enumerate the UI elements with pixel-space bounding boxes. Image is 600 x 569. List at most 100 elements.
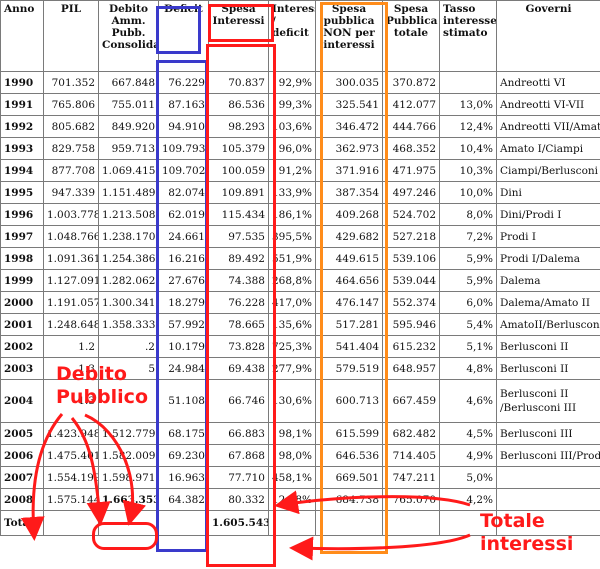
cell-interessi: 76.228 (208, 291, 269, 314)
cell-debito: 1.512.779 (98, 422, 159, 445)
cell-pil: 701.352 (43, 71, 99, 94)
cell-rapporto: 91,2% (268, 159, 316, 182)
cell-anno: 2006 (0, 444, 44, 467)
cell-debito: 1.254.386 (98, 247, 159, 270)
table-row: 1996 1.003.778 1.213.508 62.019 115.434 186,1… (0, 203, 600, 226)
table-row: 1999 1.127.091 1.282.062 27.676 74.388 268,8%… (0, 269, 600, 292)
cell-pil: 765.806 (43, 93, 99, 116)
cell-tasso: 13,0% (439, 93, 497, 116)
cell-pil: 1.048.766 (43, 225, 99, 248)
cell-governi: Berlusconi II (496, 357, 600, 380)
table-row: 2007 1.554.199 1.598.971 16.963 77.710 458,1%… (0, 466, 600, 489)
cell-pil: 1.2 (43, 335, 99, 358)
cell-anno: 1990 (0, 71, 44, 94)
cell-rapporto: 99,3% (268, 93, 316, 116)
table-row: 1990 701.352 667.848 76.229 70.837 92,9% 300.0… (0, 71, 600, 94)
cell-debito: 849.920 (98, 115, 159, 138)
cell-spesa-non-interessi: 346.472 (315, 115, 383, 138)
cell-interessi: 67.868 (208, 444, 269, 467)
cell-tasso (439, 71, 497, 94)
cell-spesa-totale: 595.946 (382, 313, 440, 336)
cell-debito: 959.713 (98, 137, 159, 160)
cell-tasso: 8,0% (439, 203, 497, 226)
table-row: 2000 1.191.057 1.300.341 18.279 76.228 417,0%… (0, 291, 600, 314)
cell-interessi: 74.388 (208, 269, 269, 292)
cell-rapporto: 98,1% (268, 422, 316, 445)
cell-tasso: 10,4% (439, 137, 497, 160)
cell-governi: Prodi I/Dalema (496, 247, 600, 270)
cell-anno: 1995 (0, 181, 44, 204)
cell-tasso: 12,4% (439, 115, 497, 138)
cell-tasso: 4,2% (439, 488, 497, 511)
cell-anno: 2000 (0, 291, 44, 314)
cell-debito: 1.069.415 (98, 159, 159, 182)
cell-interessi: 66.883 (208, 422, 269, 445)
cell-spesa-totale: 765.070 (382, 488, 440, 511)
cell-pil: 1.003.778 (43, 203, 99, 226)
cell-deficit: 57.992 (158, 313, 209, 336)
table-row: 1995 947.339 1.151.489 82.074 109.891 133,9% 3… (0, 181, 600, 204)
table-row: 1991 765.806 755.011 87.163 86.536 99,3% 325.5… (0, 93, 600, 116)
cell-debito: 1.151.489 (98, 181, 159, 204)
cell-tasso: 4,8% (439, 357, 497, 380)
cell-anno: 1998 (0, 247, 44, 270)
cell-governi: Berlusconi III/Prodi II (496, 444, 600, 467)
cell-governi: Prodi I (496, 225, 600, 248)
header-spesa-non-interessi: Spesa pubblica NON per interessi (315, 0, 383, 72)
table-row: 1998 1.091.361 1.254.386 16.216 89.492 551,9%… (0, 247, 600, 270)
cell-anno: 1994 (0, 159, 44, 182)
header-spesa-totale: Spesa Pubblica totale (382, 0, 440, 72)
cell-interessi: 109.891 (208, 181, 269, 204)
public-finance-table: Anno PIL Debito Amm. Pubb. Consolidato D… (0, 0, 600, 536)
cell-pil: 1.575.144 (43, 488, 99, 511)
cell-spesa-non-interessi: 362.973 (315, 137, 383, 160)
header-anno: Anno (0, 0, 44, 72)
cell-interessi: 115.434 (208, 203, 269, 226)
cell-pil: 1.423.948 (43, 422, 99, 445)
cell-governi: Berlusconi II (496, 335, 600, 358)
cell-spesa-totale: 539.106 (382, 247, 440, 270)
header-interessi-deficit: Interessi / deficit (268, 0, 316, 72)
cell-rapporto: 277,9% (268, 357, 316, 380)
cell-spesa-non-interessi: 684.738 (315, 488, 383, 511)
cell-rapporto: 186,1% (268, 203, 316, 226)
cell-rapporto: 130,6% (268, 379, 316, 423)
table-row: 1993 829.758 959.713 109.793 105.379 96,0% 362… (0, 137, 600, 160)
cell-tasso: 4,5% (439, 422, 497, 445)
cell-pil: 805.682 (43, 115, 99, 138)
cell-anno: 2005 (0, 422, 44, 445)
cell-pil: 1.127.091 (43, 269, 99, 292)
cell-spesa-totale: 471.975 (382, 159, 440, 182)
cell-governi: Dini (496, 181, 600, 204)
cell-anno: 1991 (0, 93, 44, 116)
cell-spesa-non-interessi: 409.268 (315, 203, 383, 226)
cell-debito: 1.598.971 (98, 466, 159, 489)
cell-anno: 1992 (0, 115, 44, 138)
cell-governi: Andreotti VI (496, 71, 600, 94)
cell-spesa-totale: 682.482 (382, 422, 440, 445)
cell-tasso: 10,0% (439, 181, 497, 204)
cell-anno: 2007 (0, 466, 44, 489)
cell-tasso: 5,9% (439, 247, 497, 270)
cell-deficit: 51.108 (158, 379, 209, 423)
cell-deficit: 10.179 (158, 335, 209, 358)
cell-anno: 1999 (0, 269, 44, 292)
cell-deficit: 94.910 (158, 115, 209, 138)
cell-pil: 1.248.648 (43, 313, 99, 336)
cell-spesa-non-interessi: 615.599 (315, 422, 383, 445)
cell-debito: 1.663.353 (98, 488, 159, 511)
cell-deficit: 24.984 (158, 357, 209, 380)
cell-governi: Amato I/Ciampi (496, 137, 600, 160)
cell-debito: 1.238.170 (98, 225, 159, 248)
cell-tasso: 4,9% (439, 444, 497, 467)
cell-rapporto: 268,8% (268, 269, 316, 292)
interessi-annotation-line-1: Totale (480, 510, 545, 532)
cell-governi: Ciampi/Berlusconi I (496, 159, 600, 182)
totale-interessi-annotation: Totale interessi (480, 510, 573, 556)
cell-spesa-totale: 667.459 (382, 379, 440, 423)
debito-annotation-line-1: Debito (56, 363, 127, 385)
header-debito: Debito Amm. Pubb. Consolidato (98, 0, 159, 72)
cell-spesa-totale: 539.044 (382, 269, 440, 292)
cell-governi: Dalema/Amato II (496, 291, 600, 314)
